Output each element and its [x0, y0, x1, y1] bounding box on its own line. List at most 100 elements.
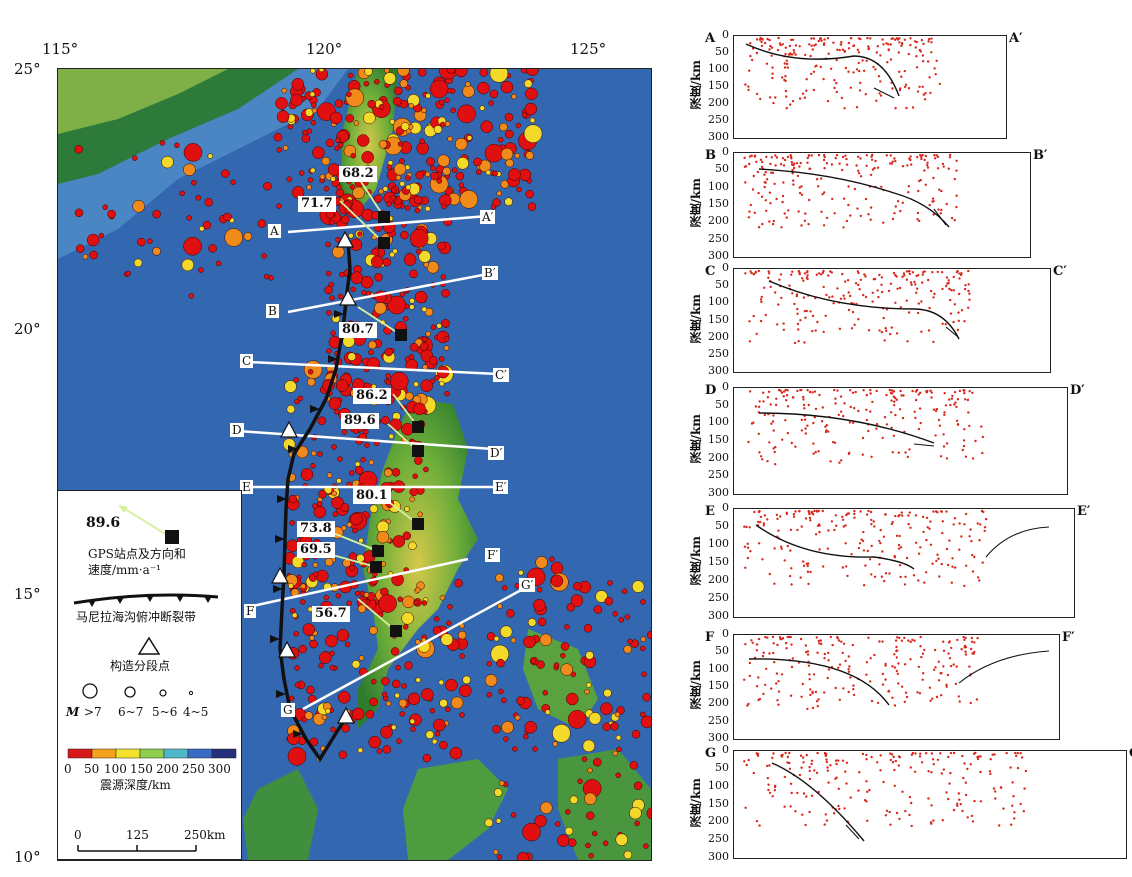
earthquake-symbol — [409, 718, 416, 725]
hypocenter-point — [1013, 811, 1016, 814]
hypocenter-point — [827, 274, 830, 277]
earthquake-symbol — [493, 635, 500, 642]
hypocenter-point — [755, 51, 759, 55]
gps-station-icon — [412, 518, 424, 530]
hypocenter-point — [953, 566, 957, 569]
hypocenter-point — [845, 782, 848, 785]
earthquake-symbol — [323, 186, 330, 192]
earthquake-symbol — [191, 179, 197, 186]
hypocenter-point — [970, 636, 973, 640]
hypocenter-point — [788, 635, 791, 639]
hypocenter-point — [752, 771, 755, 775]
hypocenter-point — [978, 539, 981, 542]
hypocenter-point — [888, 810, 891, 814]
hypocenter-point — [777, 529, 780, 532]
hypocenter-point — [1015, 754, 1018, 758]
earthquake-symbol — [336, 184, 342, 190]
depth-tick-label: 300 — [708, 130, 729, 143]
depth-tick-label: 50 — [715, 45, 729, 58]
hypocenter-point — [940, 189, 943, 193]
hypocenter-point — [774, 463, 777, 466]
earthquake-symbol — [436, 178, 443, 184]
hypocenter-point — [922, 42, 925, 46]
hypocenter-point — [931, 758, 935, 761]
hypocenter-point — [873, 575, 877, 578]
hypocenter-point — [921, 515, 925, 519]
hypocenter-point — [804, 316, 807, 319]
earthquake-symbol — [566, 603, 576, 612]
earthquake-symbol — [521, 112, 528, 118]
hypocenter-point — [776, 48, 780, 52]
hypocenter-point — [775, 513, 779, 516]
hypocenter-point — [875, 99, 878, 102]
trench-tooth — [310, 405, 320, 413]
hypocenter-point — [922, 93, 925, 96]
earthquake-symbol — [331, 496, 344, 509]
hypocenter-point — [850, 553, 853, 556]
depth-tick-label: 0 — [722, 28, 729, 41]
earthquake-symbol — [518, 168, 532, 182]
earthquake-symbol — [542, 690, 549, 696]
earthquake-symbol — [540, 801, 553, 815]
hypocenter-point — [760, 40, 763, 44]
earthquake-symbol — [310, 69, 316, 74]
hypocenter-point — [904, 83, 908, 86]
hypocenter-point — [973, 650, 976, 654]
hypocenter-point — [950, 216, 954, 220]
profile-label-b-end: B′ — [482, 266, 498, 280]
hypocenter-point — [785, 394, 789, 397]
hypocenter-point — [816, 651, 819, 654]
hypocenter-point — [858, 771, 861, 774]
hypocenter-point — [822, 158, 826, 162]
earthquake-symbol — [401, 683, 407, 689]
gps-velocity-label: 56.7 — [312, 606, 350, 622]
hypocenter-point — [906, 340, 909, 343]
earthquake-symbol — [603, 688, 612, 698]
hypocenter-point — [920, 300, 923, 303]
hypocenter-point — [803, 341, 806, 344]
hypocenter-point — [971, 553, 974, 557]
hypocenter-point — [772, 219, 775, 223]
hypocenter-point — [844, 659, 847, 663]
hypocenter-point — [806, 274, 809, 277]
hypocenter-point — [869, 392, 872, 395]
earthquake-symbol — [347, 72, 354, 79]
hypocenter-point — [882, 43, 885, 46]
hypocenter-point — [950, 581, 953, 584]
hypocenter-point — [913, 770, 917, 773]
earthquake-symbol — [499, 122, 508, 132]
earthquake-symbol — [444, 97, 450, 104]
earthquake-symbol — [329, 295, 335, 301]
magnitude-4-5-icon — [188, 690, 194, 696]
earthquake-symbol — [489, 89, 499, 99]
hypocenter-point — [940, 772, 943, 775]
hypocenter-point — [783, 66, 787, 69]
trench-tooth — [277, 495, 287, 503]
earthquake-symbol — [329, 111, 343, 125]
hypocenter-point — [822, 153, 826, 157]
depth-tick-label: 200 — [708, 450, 729, 464]
hypocenter-point — [895, 332, 899, 335]
earthquake-symbol — [268, 275, 274, 281]
hypocenter-point — [794, 44, 798, 47]
earthquake-symbol — [564, 624, 570, 630]
colorbar-tick-300: 300 — [208, 762, 231, 776]
hypocenter-point — [795, 294, 798, 298]
earthquake-symbol — [306, 184, 312, 191]
earthquake-symbol — [486, 691, 492, 698]
hypocenter-point — [771, 72, 774, 75]
hypocenter-point — [943, 392, 946, 395]
earthquake-symbol — [290, 93, 303, 107]
earthquake-symbol — [384, 69, 390, 74]
hypocenter-point — [862, 530, 865, 534]
hypocenter-point — [936, 553, 939, 556]
hypocenter-point — [825, 760, 828, 764]
hypocenter-point — [852, 71, 855, 74]
hypocenter-point — [770, 171, 773, 174]
earthquake-symbol — [369, 697, 378, 707]
hypocenter-point — [807, 154, 811, 157]
earthquake-symbol — [488, 100, 494, 106]
earthquake-symbol — [337, 142, 344, 148]
hypocenter-point — [919, 154, 922, 157]
hypocenter-point — [782, 390, 786, 393]
